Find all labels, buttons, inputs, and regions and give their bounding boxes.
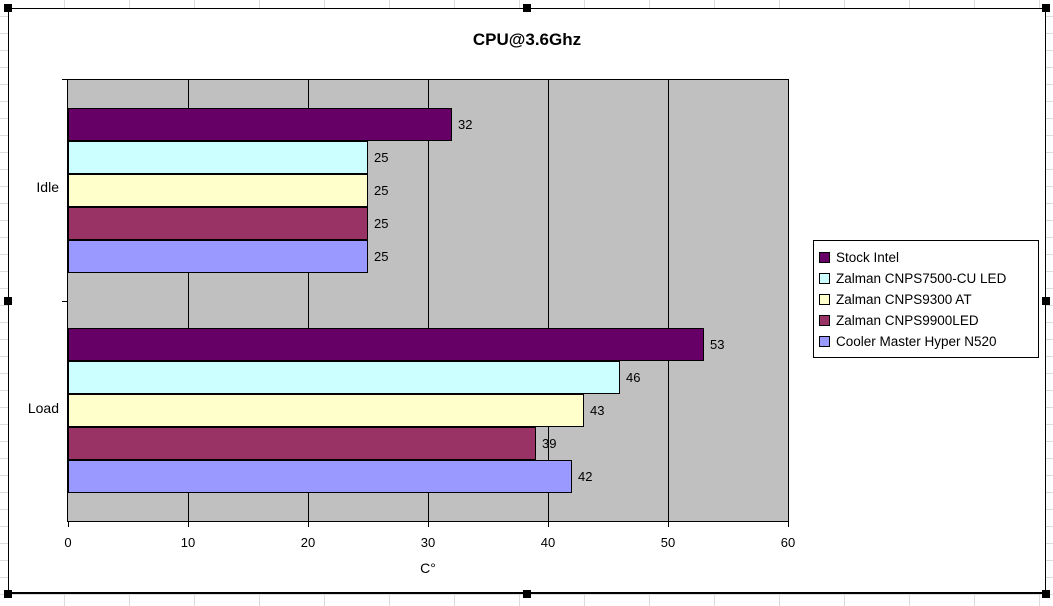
selection-handle-top-middle[interactable] — [523, 4, 531, 12]
selection-handle-middle-left[interactable] — [4, 297, 12, 305]
x-axis-tick — [428, 522, 429, 527]
bar-value-label: 32 — [458, 117, 473, 132]
legend-item[interactable]: Zalman CNPS9300 AT — [819, 289, 1038, 310]
legend-label: Zalman CNPS7500-CU LED — [836, 271, 1007, 286]
selection-handle-bottom-right[interactable] — [1042, 590, 1050, 598]
plot-area[interactable]: 32 25 25 25 25 53 46 43 39 42 — [67, 79, 789, 522]
legend-swatch-icon — [819, 273, 830, 284]
bar-idle-4[interactable] — [68, 207, 368, 240]
selection-handle-middle-right[interactable] — [1042, 297, 1050, 305]
bar-load-1[interactable] — [68, 328, 704, 361]
y-axis-tick — [62, 301, 67, 302]
legend-item[interactable]: Zalman CNPS7500-CU LED — [819, 268, 1038, 289]
legend-label: Cooler Master Hyper N520 — [836, 334, 997, 349]
bar-value-label: 25 — [374, 249, 389, 264]
gridline — [308, 80, 309, 521]
legend-swatch-icon — [819, 336, 830, 347]
x-axis-tick-label: 50 — [660, 535, 676, 550]
chart-title[interactable]: CPU@3.6Ghz — [472, 30, 582, 49]
bar-value-label: 25 — [374, 216, 389, 231]
selection-handle-top-left[interactable] — [4, 4, 12, 12]
chart-object[interactable]: CPU@3.6Ghz 32 25 25 25 25 53 46 43 39 42 0 10 20 30 4… — [8, 8, 1046, 594]
x-axis-tick-label: 30 — [420, 535, 436, 550]
x-axis-tick-label: 10 — [180, 535, 196, 550]
bar-value-label: 42 — [578, 469, 593, 484]
gridline — [428, 80, 429, 521]
x-axis-tick-label: 60 — [780, 535, 796, 550]
legend-label: Stock Intel — [836, 250, 900, 265]
bar-value-label: 25 — [374, 150, 389, 165]
x-axis-tick — [548, 522, 549, 527]
x-axis-title: C° — [420, 560, 436, 576]
legend-label: Zalman CNPS9300 AT — [836, 292, 972, 307]
bar-load-4[interactable] — [68, 427, 536, 460]
x-axis-tick — [788, 522, 789, 527]
x-axis-tick — [668, 522, 669, 527]
legend-item[interactable]: Zalman CNPS9900LED — [819, 310, 1038, 331]
bar-idle-5[interactable] — [68, 240, 368, 273]
gridline — [188, 80, 189, 521]
gridline — [548, 80, 549, 521]
selection-handle-bottom-left[interactable] — [4, 590, 12, 598]
legend-label: Zalman CNPS9900LED — [836, 313, 979, 328]
gridline — [668, 80, 669, 521]
selection-handle-top-right[interactable] — [1042, 4, 1050, 12]
bar-value-label: 46 — [626, 370, 641, 385]
x-axis-tick — [308, 522, 309, 527]
bar-load-3[interactable] — [68, 394, 584, 427]
legend-item[interactable]: Cooler Master Hyper N520 — [819, 331, 1038, 352]
category-label-load: Load — [27, 400, 59, 416]
x-axis-tick-label: 20 — [300, 535, 316, 550]
bar-value-label: 43 — [590, 403, 605, 418]
bar-value-label: 39 — [542, 436, 557, 451]
legend-swatch-icon — [819, 315, 830, 326]
x-axis-tick — [188, 522, 189, 527]
legend-swatch-icon — [819, 252, 830, 263]
x-axis-tick — [68, 522, 69, 527]
category-label-idle: Idle — [36, 179, 59, 195]
y-axis-tick — [62, 79, 67, 80]
x-axis-tick-label: 0 — [64, 535, 72, 550]
bar-idle-3[interactable] — [68, 174, 368, 207]
bar-value-label: 25 — [374, 183, 389, 198]
bar-value-label: 53 — [710, 337, 725, 352]
bar-idle-2[interactable] — [68, 141, 368, 174]
bar-idle-1[interactable] — [68, 108, 452, 141]
legend[interactable]: Stock Intel Zalman CNPS7500-CU LED Zalman … — [813, 240, 1039, 358]
legend-swatch-icon — [819, 294, 830, 305]
x-axis-tick-label: 40 — [540, 535, 556, 550]
bar-load-5[interactable] — [68, 460, 572, 493]
bar-load-2[interactable] — [68, 361, 620, 394]
selection-handle-bottom-middle[interactable] — [523, 590, 531, 598]
legend-item[interactable]: Stock Intel — [819, 247, 1038, 268]
